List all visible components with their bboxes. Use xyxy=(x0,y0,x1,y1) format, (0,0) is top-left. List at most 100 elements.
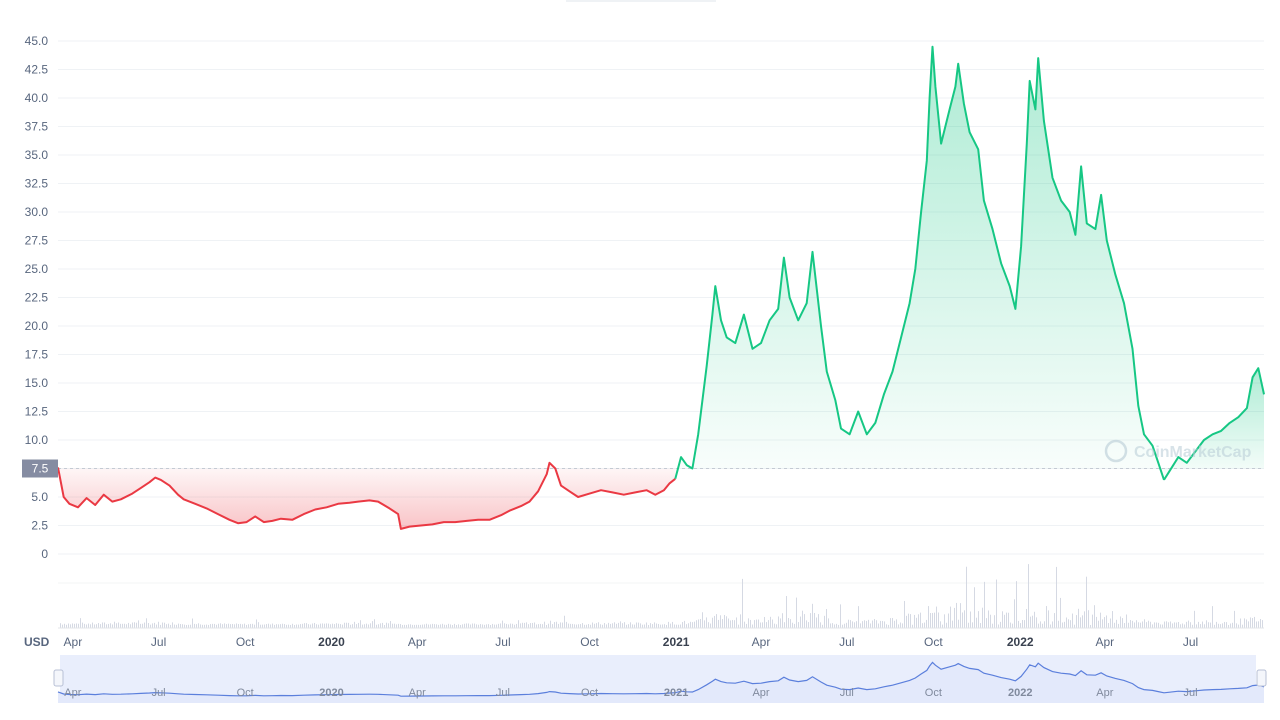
volume-bar xyxy=(100,624,101,628)
volume-bar xyxy=(398,623,399,628)
volume-bar xyxy=(624,622,625,628)
volume-bar xyxy=(1000,621,1001,628)
navigator-tick-label: Apr xyxy=(1096,687,1113,699)
range-navigator[interactable]: Apr Jul Oct 2020 Apr Jul Oct 2021 Apr Jul Oct 2022 A… xyxy=(53,655,1267,703)
volume-bar xyxy=(316,624,317,628)
volume-bar xyxy=(1250,617,1251,628)
volume-bar xyxy=(1108,623,1109,628)
volume-bar xyxy=(1174,622,1175,628)
volume-bar xyxy=(480,624,481,628)
x-tick-label: Apr xyxy=(1095,635,1114,649)
volume-bar xyxy=(1196,624,1197,628)
volume-bar xyxy=(1182,623,1183,628)
volume-bar xyxy=(632,624,633,628)
volume-bar xyxy=(236,623,237,628)
volume-bar xyxy=(1038,623,1039,628)
volume-bar xyxy=(234,624,235,628)
volume-bar xyxy=(1116,619,1117,628)
navigator-left-handle[interactable] xyxy=(53,669,64,687)
volume-bar xyxy=(330,624,331,628)
volume-bar xyxy=(238,624,239,628)
volume-bar xyxy=(278,624,279,628)
volume-bar xyxy=(686,624,687,628)
volume-bar xyxy=(300,624,301,628)
volume-bar xyxy=(678,624,679,628)
volume-bar xyxy=(654,622,655,628)
x-tick-label: Jul xyxy=(1183,635,1198,649)
volume-bar xyxy=(418,624,419,628)
volume-bar xyxy=(146,618,147,628)
volume-bar xyxy=(558,623,559,628)
volume-bar xyxy=(536,624,537,628)
volume-bar xyxy=(732,619,733,628)
volume-bar xyxy=(772,619,773,628)
volume-bar xyxy=(1168,622,1169,628)
volume-bar xyxy=(214,623,215,628)
volume-bar xyxy=(1060,597,1061,628)
volume-bar xyxy=(586,624,587,628)
volume-bar xyxy=(1054,613,1055,628)
volume-bar xyxy=(364,624,365,628)
volume-bar xyxy=(1180,624,1181,628)
volume-bar xyxy=(264,624,265,628)
volume-bar xyxy=(1172,623,1173,628)
volume-bar xyxy=(518,620,519,628)
volume-bar xyxy=(130,624,131,628)
series-line xyxy=(57,461,676,530)
volume-bar xyxy=(1088,610,1089,628)
volume-bar xyxy=(320,623,321,628)
volume-bar xyxy=(122,623,123,628)
volume-bar xyxy=(414,624,415,628)
volume-bar xyxy=(862,621,863,628)
volume-bar xyxy=(474,623,475,628)
volume-bar xyxy=(212,623,213,628)
volume-bar xyxy=(514,624,515,628)
price-tag-bg xyxy=(22,459,58,478)
volume-bar xyxy=(934,612,935,628)
volume-bar xyxy=(1002,611,1003,628)
volume-bar xyxy=(512,623,513,628)
volume-bar xyxy=(1170,621,1171,628)
volume-bar xyxy=(222,624,223,628)
volume-bar xyxy=(850,620,851,628)
volume-bar xyxy=(118,622,119,628)
volume-bar xyxy=(396,624,397,628)
volume-bar xyxy=(334,624,335,628)
volume-bar xyxy=(454,623,455,628)
volume-bar xyxy=(604,623,605,628)
volume-bar xyxy=(758,619,759,628)
volume-bar xyxy=(782,613,783,628)
y-tick-label: 5.0 xyxy=(31,490,48,504)
volume-bar xyxy=(328,623,329,628)
navigator-axis: Apr Jul Oct 2020 Apr Jul Oct 2021 Apr Jul Oct 2022 A… xyxy=(64,687,1197,699)
volume-bar xyxy=(1010,622,1011,628)
x-tick-label: 2022 xyxy=(1007,635,1034,649)
volume-bar xyxy=(786,596,787,628)
volume-bar xyxy=(114,621,115,628)
volume-bar xyxy=(1102,619,1103,628)
y-tick-label: 32.5 xyxy=(25,177,49,191)
volume-bar xyxy=(960,603,961,628)
volume-bar xyxy=(1248,621,1249,628)
volume-bar xyxy=(180,624,181,628)
volume-bar xyxy=(1096,616,1097,628)
navigator-right-handle[interactable] xyxy=(1256,669,1267,687)
volume-bar xyxy=(950,606,951,628)
volume-bar xyxy=(1074,624,1075,628)
volume-bar xyxy=(104,622,105,628)
volume-bar xyxy=(770,616,771,628)
volume-bar xyxy=(620,621,621,628)
volume-bar xyxy=(368,624,369,628)
volume-bar xyxy=(166,624,167,628)
volume-bar xyxy=(954,607,955,628)
volume-bar xyxy=(204,624,205,628)
volume-bar xyxy=(86,624,87,628)
x-tick-label: Oct xyxy=(236,635,255,649)
volume-bar xyxy=(134,622,135,628)
volume-bar xyxy=(232,623,233,628)
volume-bar xyxy=(362,624,363,628)
navigator-tick-label: Jul xyxy=(152,687,166,699)
volume-bar xyxy=(82,622,83,628)
volume-bar xyxy=(552,624,553,628)
